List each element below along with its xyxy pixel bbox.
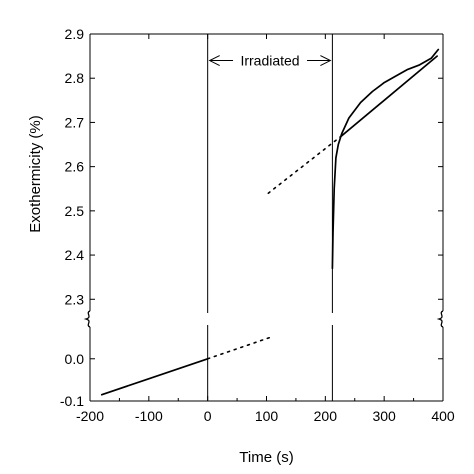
- y-tick-label-upper: 2.5: [65, 203, 85, 219]
- solid-series-3: [340, 55, 438, 137]
- irradiated-annotation: Irradiated: [208, 53, 332, 69]
- y-tick-label-upper: 2.8: [65, 70, 85, 86]
- solid-series-4: [331, 48, 440, 270]
- x-tick-label: 400: [431, 408, 455, 424]
- data-series: [100, 48, 440, 396]
- x-tick-label: 200: [314, 408, 338, 424]
- axis-break-left: [83, 310, 91, 328]
- y-tick-label-lower: -0.1: [60, 393, 84, 409]
- y-tick-label-upper: 2.9: [65, 26, 85, 42]
- dotted-extrapolation-2: [267, 134, 343, 194]
- y-axis-label: Exothermicity (%): [27, 115, 44, 233]
- y-tick-label-lower: 0.0: [65, 351, 85, 367]
- arrow-right-head: [320, 55, 332, 66]
- y-tick-label-upper: 2.6: [65, 159, 85, 175]
- plot-frame: [83, 33, 444, 402]
- dotted-extrapolation-1: [206, 336, 271, 360]
- x-tick-label: -200: [76, 408, 104, 424]
- arrow-left-head: [208, 55, 220, 66]
- y-tick-label-upper: 2.4: [65, 247, 85, 263]
- axis-break-right: [436, 310, 444, 328]
- irradiated-label: Irradiated: [240, 53, 299, 69]
- x-tick-label: 300: [372, 408, 396, 424]
- y-tick-label-upper: 2.3: [65, 291, 85, 307]
- x-axis-label: Time (s): [239, 449, 293, 466]
- irradiation-boundary-lines: [207, 34, 333, 401]
- x-tick-label: 100: [255, 408, 279, 424]
- x-tick-label: 0: [204, 408, 212, 424]
- axis-ticks: -200 -100 0 100 200 300 400 2.3 2.4 2.5 2.6 2.7 2.8 2…: [60, 26, 455, 424]
- solid-series-0: [100, 357, 209, 396]
- y-tick-label-upper: 2.7: [65, 114, 85, 130]
- x-tick-label: -100: [135, 408, 163, 424]
